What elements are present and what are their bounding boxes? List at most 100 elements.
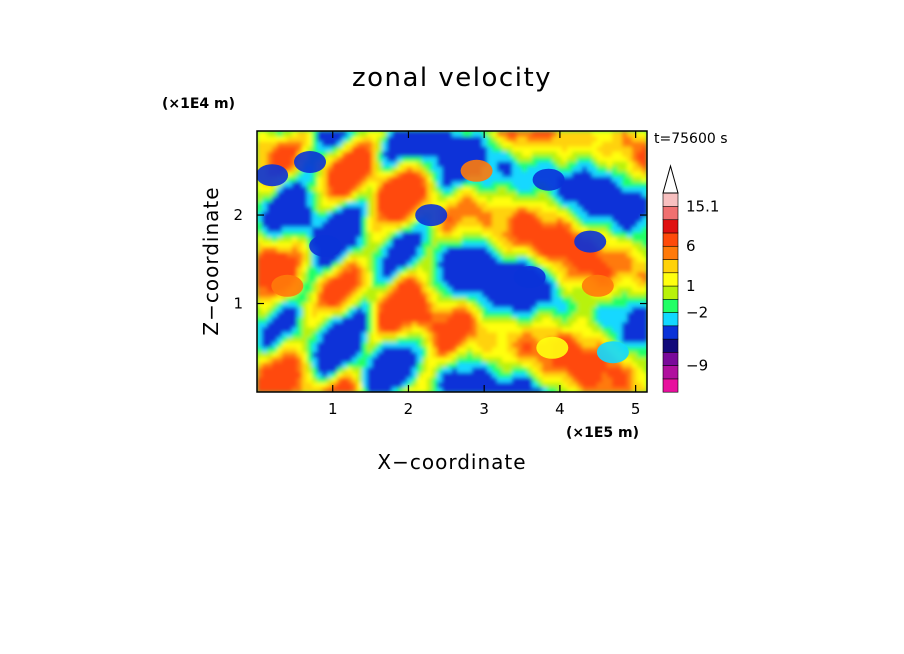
field-cell [637,216,643,222]
field-cell [522,226,528,232]
field-cell [567,221,573,227]
field-cell [287,366,293,373]
field-cell [432,366,438,373]
field-cell [257,251,263,258]
field-cell [297,251,303,258]
field-cell [472,326,478,333]
field-cell [572,131,578,137]
field-cell [597,176,603,182]
x-axis-unit: (×1E5 m) [566,425,639,441]
field-cell [442,341,448,348]
field-cell [627,141,633,147]
field-cell [292,146,298,152]
field-cell [577,291,583,298]
field-cell [472,331,478,338]
field-cell [362,191,368,197]
field-cell [517,226,523,232]
field-cell [437,351,443,358]
field-cell [547,226,553,232]
field-cell [562,371,568,378]
field-cell [267,221,273,227]
field-cell [602,301,608,308]
field-cell [517,206,523,212]
field-cell [627,356,633,363]
field-cell [482,306,488,313]
field-cell [447,271,453,278]
field-cell [327,181,333,187]
field-cell [537,151,543,157]
field-cell [377,306,383,313]
field-cell [602,226,608,232]
field-cell [352,346,358,353]
field-cell [582,206,588,212]
field-cell [307,266,313,273]
field-cell [532,261,538,268]
field-cell [552,251,558,258]
field-cell [397,131,403,137]
field-cell [332,321,338,328]
field-cell [377,331,383,338]
field-cell [322,231,328,237]
field-cell [437,191,443,197]
field-cell [562,296,568,303]
field-cell [467,336,473,343]
field-cell [397,186,403,192]
field-cell [542,151,548,157]
field-cell [372,241,378,248]
field-cell [427,146,433,152]
field-cell [617,296,623,303]
field-cell [392,226,398,232]
field-cell [332,211,338,217]
field-cell [522,286,528,293]
field-cell [497,141,503,147]
field-cell [402,351,408,358]
field-cell [432,191,438,197]
field-cell [447,306,453,313]
field-cell [532,151,538,157]
field-cell [462,186,468,192]
field-cell [602,296,608,303]
field-cell [497,331,503,338]
field-cell [442,231,448,237]
field-cell [562,291,568,298]
field-cell [562,301,568,308]
field-cell [372,211,378,217]
field-cell [507,301,513,308]
field-cell [267,281,273,288]
field-cell [637,386,643,392]
field-cell [497,201,503,207]
field-cell [572,226,578,232]
field-cell [487,186,493,192]
field-cell [302,306,308,313]
field-cell [567,256,573,263]
field-cell [617,206,623,212]
field-cell [552,201,558,207]
field-cell [352,366,358,373]
field-cell [312,366,318,373]
field-cell [557,246,563,253]
field-cell [272,351,278,358]
field-cell [507,306,513,313]
field-cell [322,351,328,358]
field-cell [462,311,468,318]
field-cell [317,326,323,333]
field-cell [622,211,628,217]
field-cell [392,246,398,253]
field-cell [637,156,643,162]
field-cell [312,266,318,273]
field-cell [497,336,503,343]
field-cell [512,311,518,318]
field-cell [337,191,343,197]
field-cell [372,386,378,392]
field-cell [262,231,268,237]
field-cell [542,221,548,227]
field-cell [367,171,373,177]
field-cell [472,156,478,162]
field-cell [492,241,498,248]
field-cell [512,356,518,363]
field-cell [562,271,568,278]
field-cell [557,316,563,323]
field-cell [412,136,418,142]
field-cell [497,191,503,197]
field-cell [522,191,528,197]
